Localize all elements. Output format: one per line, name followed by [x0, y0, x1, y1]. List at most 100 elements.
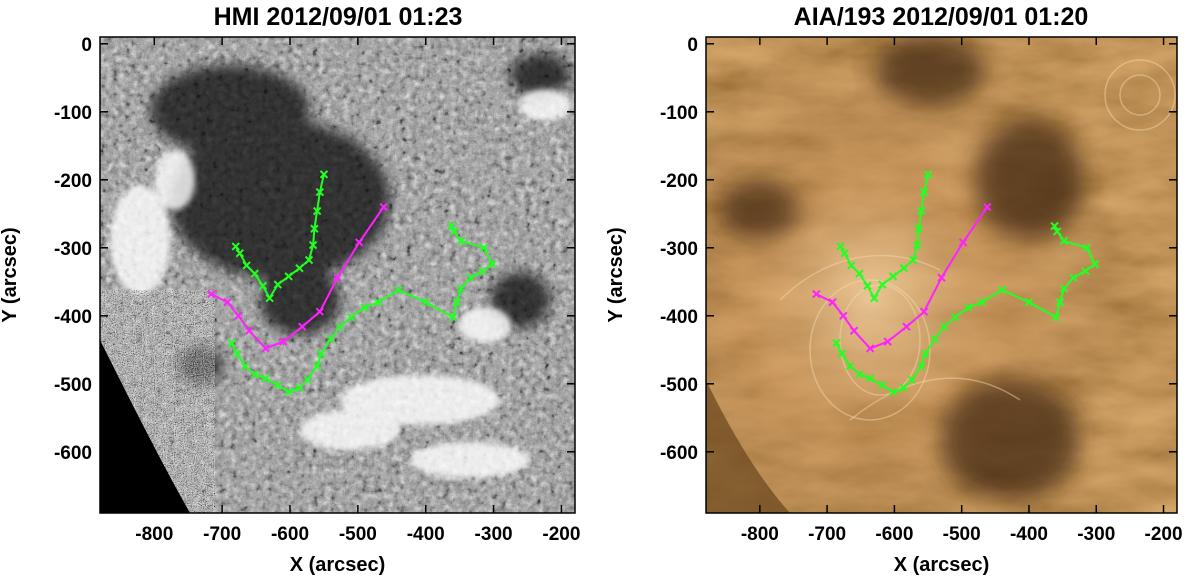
magenta-trace-point	[849, 326, 859, 335]
y-tick-label: -400	[54, 307, 92, 328]
green-south-trace-point	[312, 361, 322, 371]
green-north-trace-point	[913, 240, 922, 250]
magenta-trace-point	[883, 337, 892, 346]
magenta-trace-point	[937, 273, 946, 282]
y-tick-label: -400	[660, 307, 698, 328]
x-tick-label: -300	[1077, 524, 1115, 545]
green-south-trace-line	[835, 225, 1097, 394]
green-south-trace-point	[1051, 312, 1061, 322]
green-south-trace-point	[1050, 221, 1059, 231]
aia-193-panel	[706, 37, 1177, 513]
magenta-trace-point	[355, 238, 364, 247]
aia-coronal-loops	[779, 59, 1176, 421]
green-north-trace-point	[319, 170, 329, 179]
green-south-trace-point	[456, 236, 466, 246]
green-south-trace-point	[232, 349, 242, 359]
magenta-trace-point	[902, 322, 911, 331]
x-tick-label: -500	[943, 524, 981, 545]
green-south-trace-point	[1090, 259, 1100, 269]
green-south-trace-point	[921, 349, 930, 359]
green-south-trace-point	[917, 361, 926, 371]
green-north-trace-point	[258, 281, 268, 291]
green-south-trace-point	[888, 387, 898, 397]
green-south-trace-point	[1024, 297, 1034, 307]
green-south-trace-point	[837, 349, 847, 359]
magenta-trace-point	[958, 238, 968, 247]
green-south-trace-point	[326, 334, 335, 344]
x-tick-label: -400	[1010, 524, 1048, 545]
y-tick-label: -300	[54, 239, 92, 260]
hmi-magnetogram-panel	[100, 37, 575, 513]
magenta-trace-point	[839, 311, 848, 321]
y-tick-label: -300	[660, 239, 698, 260]
green-north-trace-point	[888, 272, 898, 281]
green-south-trace-point	[478, 266, 487, 276]
green-south-trace-point	[479, 243, 489, 253]
magenta-trace-point	[919, 307, 929, 316]
green-south-trace-point	[227, 338, 236, 348]
aia-dark-coronal-holes	[720, 37, 1085, 500]
green-south-trace-point	[374, 297, 383, 307]
green-south-trace-point	[950, 312, 960, 322]
magenta-trace-point	[298, 322, 307, 331]
green-south-trace-point	[488, 259, 497, 269]
green-south-trace-point	[447, 221, 456, 231]
green-south-trace-point	[241, 361, 250, 371]
magenta-trace-point	[315, 307, 325, 316]
green-south-trace-point	[421, 297, 430, 307]
x-tick-label: -700	[203, 524, 241, 545]
green-south-trace-point	[448, 312, 458, 322]
magenta-trace-point	[812, 289, 821, 299]
y-tick-label: -200	[660, 171, 698, 192]
aia-axes: -800 -700 -600 -500 -400 -300 -200 0 -100 -200 -30…	[605, 35, 1183, 576]
green-south-trace-point	[250, 370, 259, 379]
green-south-trace-point	[930, 334, 939, 344]
green-south-trace-point	[261, 374, 270, 383]
green-south-trace-point	[466, 273, 475, 282]
hmi-axes: -800 -700 -600 -500 -400 -300 -200 0 -100 -200 -30…	[0, 35, 580, 576]
magenta-trace-point	[223, 297, 232, 307]
x-tick-label: -700	[808, 524, 846, 545]
green-south-trace-point	[360, 303, 369, 312]
x-tick-label: -200	[542, 524, 580, 545]
green-south-trace-point	[336, 322, 345, 331]
green-north-trace-point	[273, 280, 282, 289]
aia-plot-frame	[705, 36, 1178, 514]
green-south-trace-point	[317, 349, 326, 359]
green-north-trace-point	[242, 261, 251, 270]
magenta-trace-point	[234, 311, 243, 321]
green-north-trace-point	[840, 249, 849, 258]
green-north-trace-point	[870, 293, 879, 303]
green-south-trace-point	[939, 322, 949, 331]
green-north-trace-point	[250, 269, 259, 278]
x-tick-label: -800	[135, 524, 173, 545]
green-north-trace-point	[304, 255, 314, 265]
aia-limb-arc	[706, 380, 790, 513]
x-tick-label: -500	[339, 524, 377, 545]
y-tick-label: -600	[54, 443, 92, 464]
magenta-trace-point	[261, 344, 270, 353]
green-south-trace-point	[878, 380, 887, 390]
green-north-trace-point	[310, 224, 319, 233]
green-south-trace-point	[303, 375, 312, 384]
x-tick-label: -200	[1145, 524, 1183, 545]
green-south-trace-point	[977, 297, 987, 307]
green-south-trace-point	[845, 361, 855, 371]
green-north-trace-point	[315, 187, 325, 197]
green-north-trace-point	[909, 255, 918, 265]
green-south-trace-point	[1069, 273, 1078, 282]
green-south-trace-point	[832, 338, 841, 348]
green-south-trace-point	[1053, 227, 1062, 236]
y-tick-label: -100	[54, 103, 92, 124]
green-north-trace-point	[863, 281, 872, 291]
x-tick-label: -800	[741, 524, 779, 545]
magenta-trace-point	[245, 326, 254, 335]
green-north-trace-point	[847, 261, 856, 270]
green-south-trace-point	[394, 285, 403, 295]
y-tick-label: -600	[660, 443, 698, 464]
green-north-trace-point	[284, 272, 293, 281]
green-north-trace-point	[923, 170, 933, 179]
green-south-trace-point	[295, 383, 304, 393]
green-north-trace-point	[899, 263, 909, 273]
green-south-trace-point	[997, 285, 1007, 295]
